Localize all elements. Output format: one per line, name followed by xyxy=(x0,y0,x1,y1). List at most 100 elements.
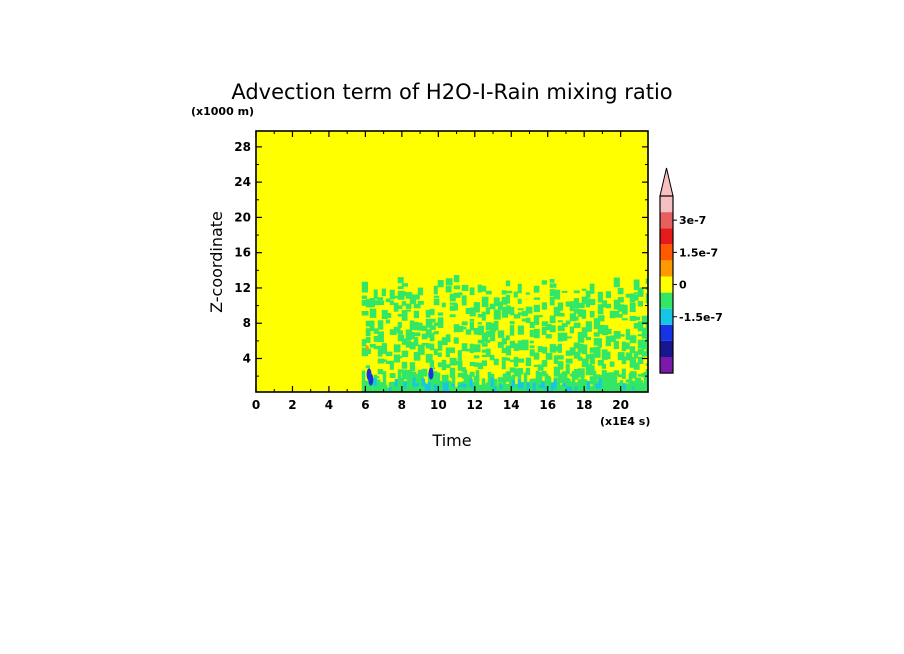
field-patch xyxy=(525,292,530,295)
field-patch-low xyxy=(364,380,369,392)
field-patch xyxy=(409,320,415,331)
field-patch xyxy=(641,351,648,357)
field-patch-low xyxy=(544,373,549,392)
field-patch xyxy=(573,351,581,359)
field-patch xyxy=(413,351,421,361)
field-patch xyxy=(637,348,644,355)
field-patch xyxy=(445,347,450,358)
field-patch xyxy=(401,361,408,369)
field-patch xyxy=(433,348,438,355)
field-patch xyxy=(581,309,587,319)
field-patch-low xyxy=(523,372,528,392)
field-patch xyxy=(549,315,556,324)
field-patch xyxy=(577,356,583,361)
field-patch xyxy=(609,361,615,367)
field-patch xyxy=(397,322,402,328)
field-patch xyxy=(581,288,587,291)
field-patch xyxy=(473,302,480,313)
field-patch xyxy=(569,313,577,322)
field-spot-negative xyxy=(368,373,374,386)
field-patch-low xyxy=(436,372,441,392)
field-patch-cyan xyxy=(586,381,590,390)
field-patch-low xyxy=(592,370,597,392)
field-patch-cyan xyxy=(373,378,377,387)
field-patch xyxy=(549,296,555,306)
field-patch xyxy=(529,321,535,329)
field-patch-low xyxy=(370,378,375,392)
field-patch xyxy=(481,354,488,357)
field-patch-low xyxy=(640,384,645,392)
x-tick-label: 2 xyxy=(288,398,296,412)
field-patch xyxy=(477,362,484,370)
field-patch xyxy=(405,369,412,379)
field-patch xyxy=(445,285,452,293)
field-patch xyxy=(617,334,625,337)
field-patch xyxy=(589,347,597,353)
field-spot-positive xyxy=(365,345,369,351)
field-patch xyxy=(437,340,443,351)
field-patch xyxy=(525,306,533,314)
field-patch xyxy=(613,341,619,350)
x-tick-label: 12 xyxy=(466,398,483,412)
field-patch xyxy=(585,290,591,298)
colorbar: -1.5e-7 0 1.5e-7 3e-7 xyxy=(659,167,723,374)
field-patch xyxy=(581,296,589,304)
field-patch-low xyxy=(448,382,453,392)
field-patch xyxy=(541,370,547,377)
field-patch xyxy=(413,332,421,337)
field-patch xyxy=(381,343,387,354)
field-patch xyxy=(421,325,428,331)
field-patch xyxy=(493,309,501,320)
field-patch xyxy=(365,337,371,343)
field-patches xyxy=(361,275,648,392)
field-patch xyxy=(425,309,431,318)
field-patch xyxy=(445,364,451,368)
field-patch xyxy=(469,321,475,331)
field-patch xyxy=(485,307,491,315)
field-patch-cyan xyxy=(460,383,464,387)
field-patch xyxy=(505,290,513,294)
field-patch xyxy=(593,374,601,380)
field-patch-cyan xyxy=(403,381,407,389)
x-tick-label: 10 xyxy=(430,398,447,412)
field-patch xyxy=(481,349,487,353)
colorbar-segment xyxy=(660,308,673,325)
colorbar-segment xyxy=(660,212,673,229)
field-patch-low xyxy=(505,383,510,392)
field-patch xyxy=(553,355,559,364)
field-patch xyxy=(561,332,568,341)
field-patch xyxy=(365,365,371,369)
field-patch xyxy=(593,347,601,358)
field-patch xyxy=(609,335,616,342)
field-patch xyxy=(477,314,483,318)
field-patch xyxy=(493,297,500,307)
field-patch xyxy=(425,353,433,363)
y-tick-label: 16 xyxy=(234,246,251,260)
colorbar-segment xyxy=(660,357,673,374)
field-patch-cyan xyxy=(442,382,446,392)
field-patch xyxy=(369,343,376,348)
field-patch-cyan xyxy=(538,384,542,388)
field-patch xyxy=(461,367,467,373)
field-patch xyxy=(505,305,511,315)
field-patch xyxy=(417,344,425,355)
field-patch xyxy=(605,351,611,360)
chart-title: Advection term of H2O-I-Rain mixing rati… xyxy=(231,80,672,104)
y-tick-label: 20 xyxy=(234,210,251,224)
field-patch xyxy=(437,362,445,368)
field-patch xyxy=(553,366,561,377)
field-patch xyxy=(509,325,515,336)
field-patch xyxy=(577,343,584,353)
field-patch xyxy=(589,310,595,318)
field-patch xyxy=(573,298,580,309)
field-patch-low xyxy=(415,373,420,392)
field-patch-low xyxy=(430,374,435,392)
field-patch xyxy=(385,312,392,318)
y-axis-label: Z-coordinate xyxy=(207,211,226,313)
field-patch xyxy=(561,290,568,293)
field-patch-cyan xyxy=(544,386,548,391)
field-patch xyxy=(633,292,639,295)
colorbar-extension-arrow xyxy=(659,167,674,197)
field-patch xyxy=(501,296,508,305)
field-patch xyxy=(641,315,648,325)
